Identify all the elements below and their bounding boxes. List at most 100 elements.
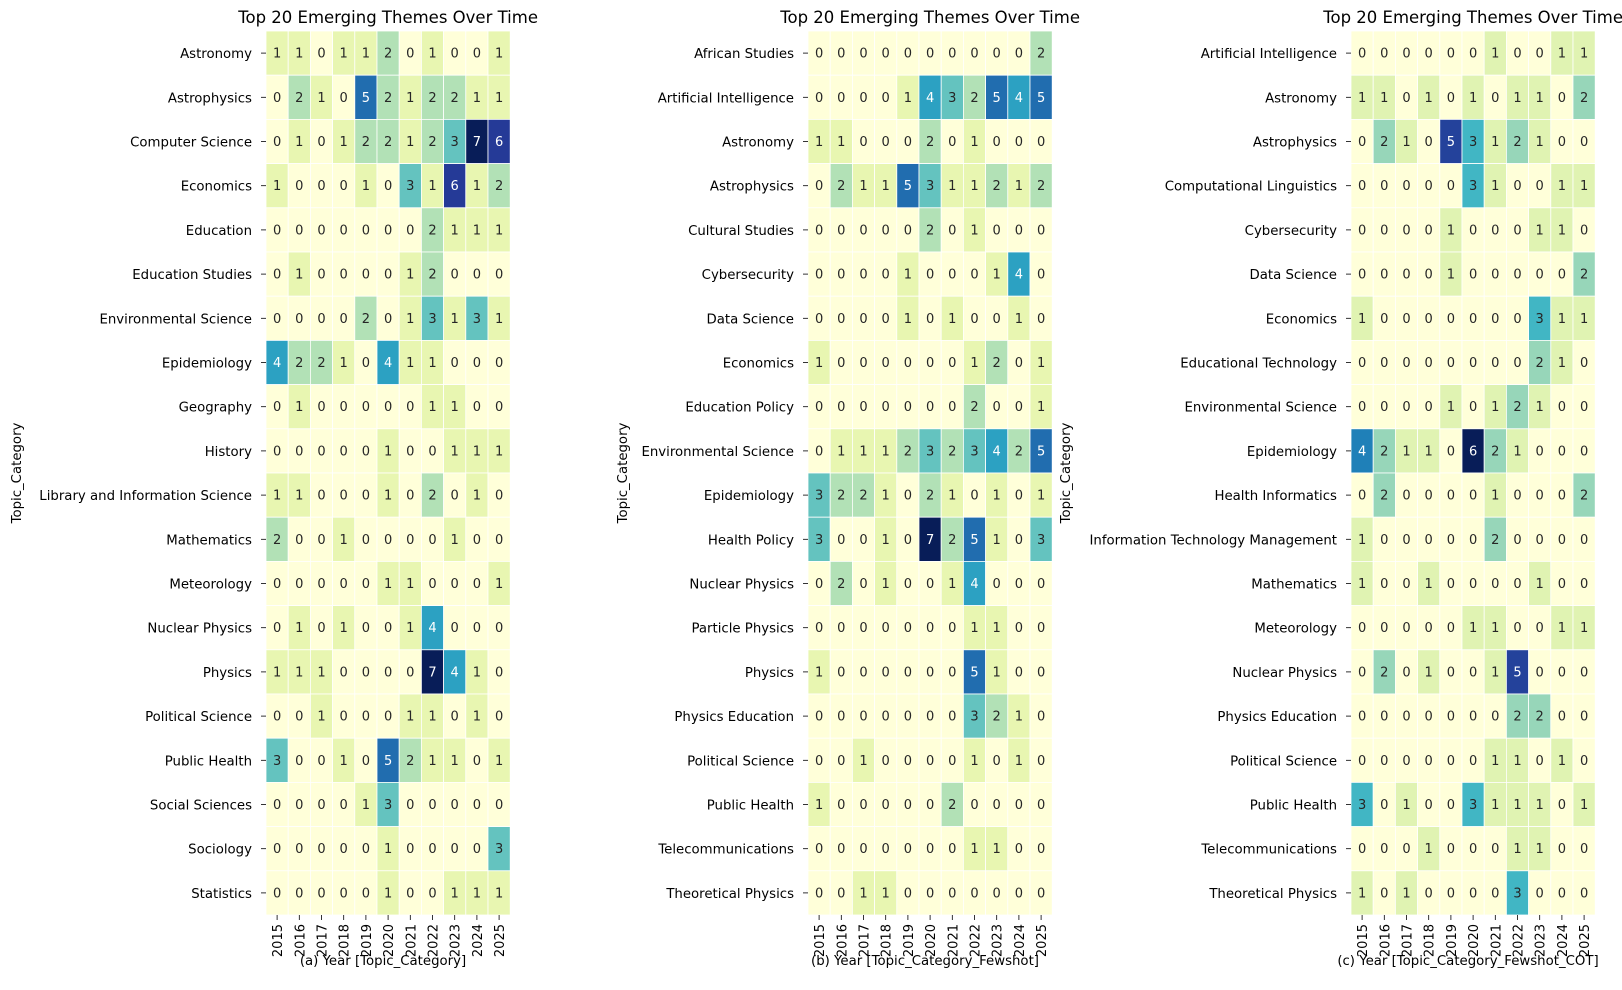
cell-value-label: 0 — [1380, 400, 1388, 415]
cell-value-label: 0 — [273, 268, 281, 283]
cell-value-label: 1 — [1358, 91, 1366, 106]
cell-value-label: 1 — [451, 400, 459, 415]
cell-value-label: 0 — [473, 356, 481, 371]
cell-value-label: 0 — [1469, 47, 1477, 62]
cell-value-label: 2 — [1580, 489, 1588, 504]
cell-value-label: 0 — [1580, 754, 1588, 769]
cell-value-label: 0 — [837, 400, 845, 415]
cell-value-label: 0 — [1015, 665, 1023, 680]
cell-value-label: 1 — [495, 886, 503, 901]
y-tick-label: Political Science — [687, 754, 794, 769]
cell-value-label: 1 — [495, 754, 503, 769]
cell-value-label: 0 — [1491, 710, 1499, 725]
cell-value-label: 0 — [904, 47, 912, 62]
cell-value-label: 0 — [815, 842, 823, 857]
cell-value-label: 0 — [1402, 268, 1410, 283]
cell-value-label: 0 — [451, 577, 459, 592]
cell-value-label: 0 — [815, 47, 823, 62]
y-tick-label: Physics — [745, 666, 794, 681]
cell-value-label: 0 — [362, 665, 370, 680]
cell-value-label: 6 — [451, 179, 459, 194]
cell-value-label: 0 — [1558, 268, 1566, 283]
cell-value-label: 0 — [948, 135, 956, 150]
cell-value-label: 1 — [1358, 886, 1366, 901]
cell-value-label: 1 — [1037, 489, 1045, 504]
cell-value-label: 0 — [384, 312, 392, 327]
y-tick-label: Cultural Studies — [688, 224, 794, 239]
cell-value-label: 0 — [1358, 842, 1366, 857]
cell-value-label: 0 — [1447, 179, 1455, 194]
x-tick-label: 2023 — [991, 924, 1006, 957]
cell-value-label: 1 — [295, 400, 303, 415]
cell-value-label: 0 — [362, 842, 370, 857]
cell-value-label: 1 — [317, 710, 325, 725]
cell-value-label: 1 — [1358, 312, 1366, 327]
cell-value-label: 0 — [273, 223, 281, 238]
cell-value-label: 0 — [1447, 312, 1455, 327]
cell-value-label: 0 — [882, 223, 890, 238]
cell-value-label: 0 — [340, 798, 348, 813]
cell-value-label: 0 — [948, 223, 956, 238]
cell-value-label: 0 — [362, 400, 370, 415]
cell-value-label: 1 — [495, 444, 503, 459]
cell-value-label: 0 — [948, 886, 956, 901]
cell-value-label: 0 — [993, 886, 1001, 901]
cell-value-label: 0 — [295, 312, 303, 327]
cell-value-label: 1 — [362, 179, 370, 194]
cell-value-label: 0 — [993, 754, 1001, 769]
cell-value-label: 1 — [1425, 577, 1433, 592]
cell-value-label: 0 — [451, 842, 459, 857]
cell-value-label: 0 — [295, 577, 303, 592]
cell-value-label: 1 — [495, 223, 503, 238]
cell-value-label: 0 — [1580, 135, 1588, 150]
cell-value-label: 0 — [1358, 489, 1366, 504]
cell-value-label: 0 — [1380, 312, 1388, 327]
cell-value-label: 0 — [1536, 533, 1544, 548]
cell-value-label: 0 — [428, 577, 436, 592]
y-tick-label: Computational Linguistics — [1165, 180, 1337, 195]
cell-value-label: 5 — [993, 91, 1001, 106]
cell-value-label: 2 — [362, 135, 370, 150]
cell-value-label: 0 — [815, 886, 823, 901]
cell-value-label: 2 — [384, 135, 392, 150]
y-tick-label: Data Science — [706, 312, 794, 327]
cell-value-label: 0 — [1469, 710, 1477, 725]
cell-value-label: 0 — [1469, 223, 1477, 238]
x-tick-label: 2022 — [969, 924, 984, 957]
cell-value-label: 0 — [273, 91, 281, 106]
cell-value-label: 0 — [1402, 621, 1410, 636]
cell-value-label: 2 — [1580, 91, 1588, 106]
cell-value-label: 0 — [340, 665, 348, 680]
cell-value-label: 1 — [1425, 91, 1433, 106]
cell-value-label: 1 — [473, 91, 481, 106]
cell-value-label: 4 — [970, 577, 978, 592]
cell-value-label: 0 — [948, 400, 956, 415]
cell-value-label: 0 — [815, 577, 823, 592]
cell-value-label: 0 — [1558, 91, 1566, 106]
cell-value-label: 0 — [1491, 356, 1499, 371]
cell-value-label: 1 — [1491, 798, 1499, 813]
cell-value-label: 0 — [1447, 710, 1455, 725]
x-tick-label: 2017 — [316, 924, 331, 957]
cell-value-label: 0 — [882, 356, 890, 371]
y-tick-label: Information Technology Management — [1090, 533, 1338, 548]
cell-value-label: 1 — [1402, 444, 1410, 459]
cell-value-label: 0 — [340, 179, 348, 194]
y-tick-label: Epidemiology — [162, 357, 252, 372]
cell-value-label: 0 — [1491, 886, 1499, 901]
cell-value-label: 1 — [473, 179, 481, 194]
cell-value-label: 0 — [904, 842, 912, 857]
cell-value-label: 1 — [970, 223, 978, 238]
cell-value-label: 0 — [859, 400, 867, 415]
cell-value-label: 1 — [948, 179, 956, 194]
cell-value-label: 2 — [406, 754, 414, 769]
cell-value-label: 2 — [837, 577, 845, 592]
cell-value-label: 0 — [926, 577, 934, 592]
cell-value-label: 0 — [273, 710, 281, 725]
cell-value-label: 0 — [406, 886, 414, 901]
cell-value-label: 0 — [317, 312, 325, 327]
cell-value-label: 0 — [1558, 577, 1566, 592]
cell-value-label: 1 — [1536, 223, 1544, 238]
cell-value-label: 0 — [1447, 489, 1455, 504]
